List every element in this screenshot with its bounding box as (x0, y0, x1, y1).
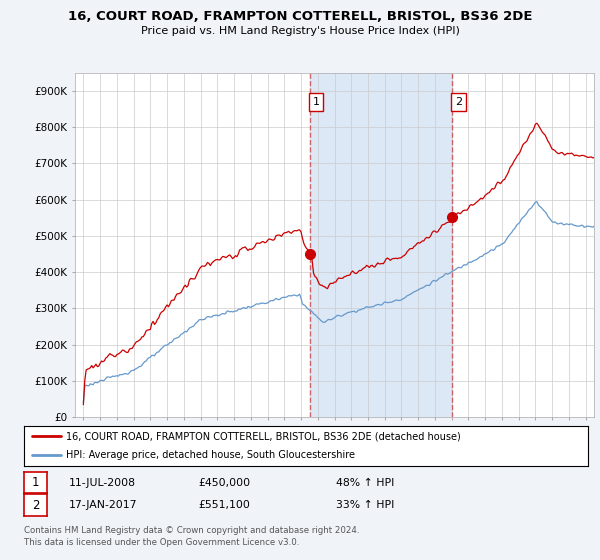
Text: 2: 2 (455, 97, 462, 107)
Text: 48% ↑ HPI: 48% ↑ HPI (336, 478, 394, 488)
Text: HPI: Average price, detached house, South Gloucestershire: HPI: Average price, detached house, Sout… (66, 450, 355, 460)
Text: 1: 1 (32, 476, 39, 489)
Text: Price paid vs. HM Land Registry's House Price Index (HPI): Price paid vs. HM Land Registry's House … (140, 26, 460, 36)
Text: 17-JAN-2017: 17-JAN-2017 (69, 500, 137, 510)
Text: 33% ↑ HPI: 33% ↑ HPI (336, 500, 394, 510)
Bar (310, 73, 452, 417)
Text: 16, COURT ROAD, FRAMPTON COTTERELL, BRISTOL, BS36 2DE: 16, COURT ROAD, FRAMPTON COTTERELL, BRIS… (68, 10, 532, 23)
Text: 2: 2 (32, 498, 39, 512)
Text: 16, COURT ROAD, FRAMPTON COTTERELL, BRISTOL, BS36 2DE (detached house): 16, COURT ROAD, FRAMPTON COTTERELL, BRIS… (66, 432, 461, 441)
Text: Contains HM Land Registry data © Crown copyright and database right 2024.
This d: Contains HM Land Registry data © Crown c… (24, 526, 359, 547)
Text: £551,100: £551,100 (198, 500, 250, 510)
Text: 1: 1 (313, 97, 319, 107)
Text: £450,000: £450,000 (198, 478, 250, 488)
Text: 11-JUL-2008: 11-JUL-2008 (69, 478, 136, 488)
